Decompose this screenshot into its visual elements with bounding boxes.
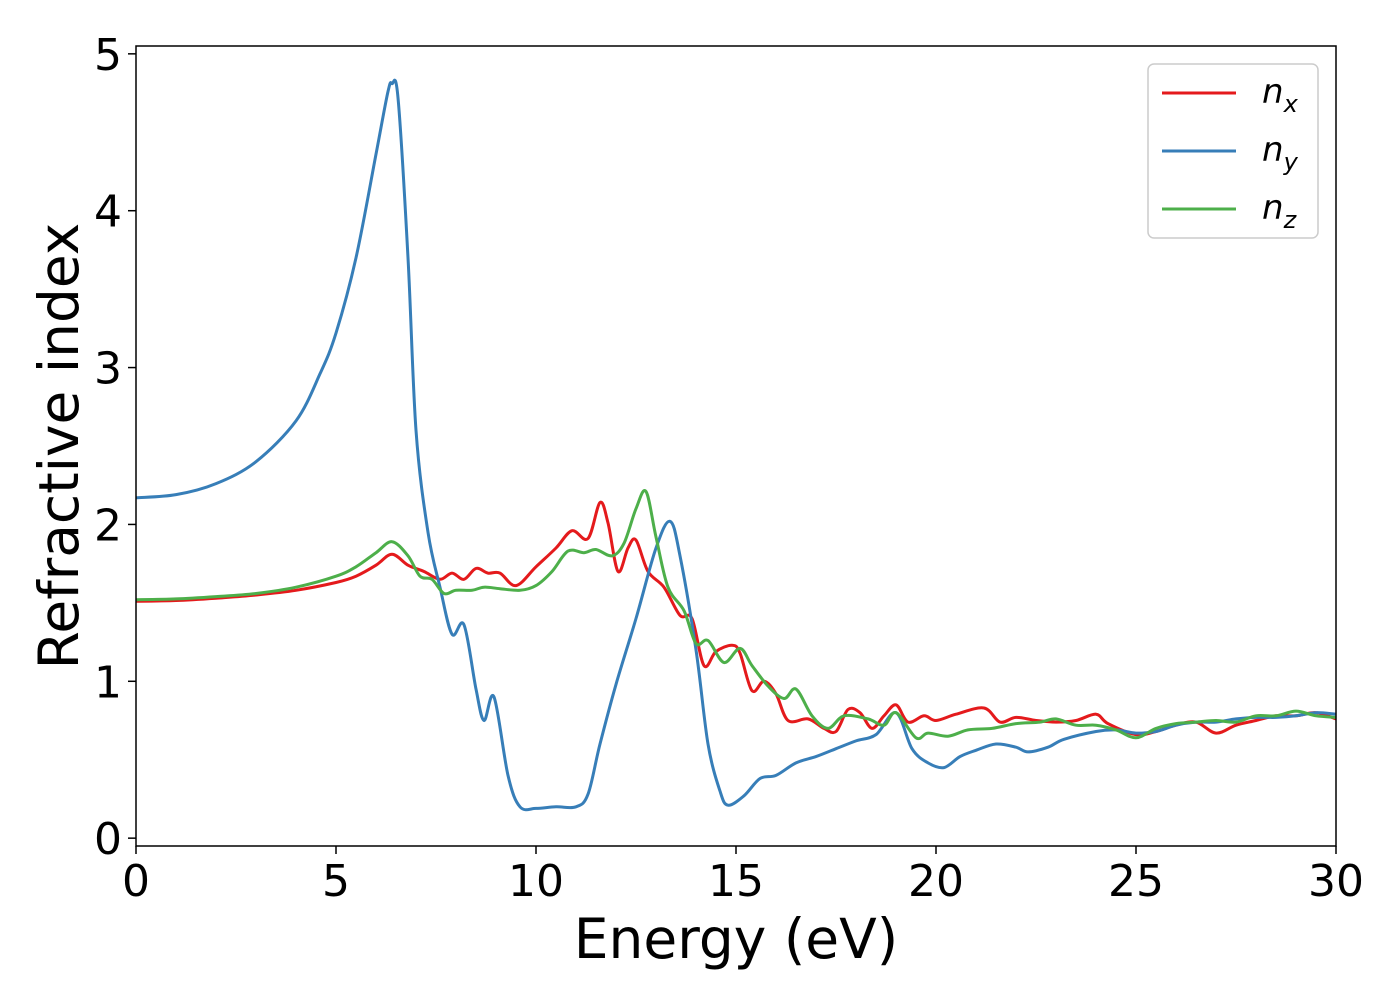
x-tick-label: 5 [322,856,350,907]
ticks-layer: 0 5 10 15 20 25 30 0 1 2 3 4 5 [94,30,1364,907]
legend-label-x: nx [1262,72,1299,118]
x-tick-label: 30 [1308,856,1364,907]
y-tick-label: 3 [94,344,122,395]
legend-label-z: nz [1262,188,1298,234]
x-tick-label: 20 [908,856,964,907]
series-line-n-y [136,78,1336,812]
y-tick-label: 4 [94,187,122,238]
series-layer [136,78,1336,812]
y-tick-label: 5 [94,30,122,81]
y-tick-label: 2 [94,500,122,551]
x-tick-label: 15 [708,856,764,907]
x-tick-label: 25 [1108,856,1164,907]
x-tick-label: 0 [122,856,150,907]
series-line-n-z [136,489,1336,741]
legend: nx ny nz [1147,63,1319,239]
y-tick-label: 1 [94,657,122,708]
y-tick-label: 0 [94,814,122,865]
x-tick-label: 10 [508,856,564,907]
x-axis-title: Energy (eV) [574,907,898,971]
series-line-n-x [136,500,1336,737]
y-axis-title: Refractive index [27,223,91,670]
legend-label-y: ny [1262,130,1299,176]
